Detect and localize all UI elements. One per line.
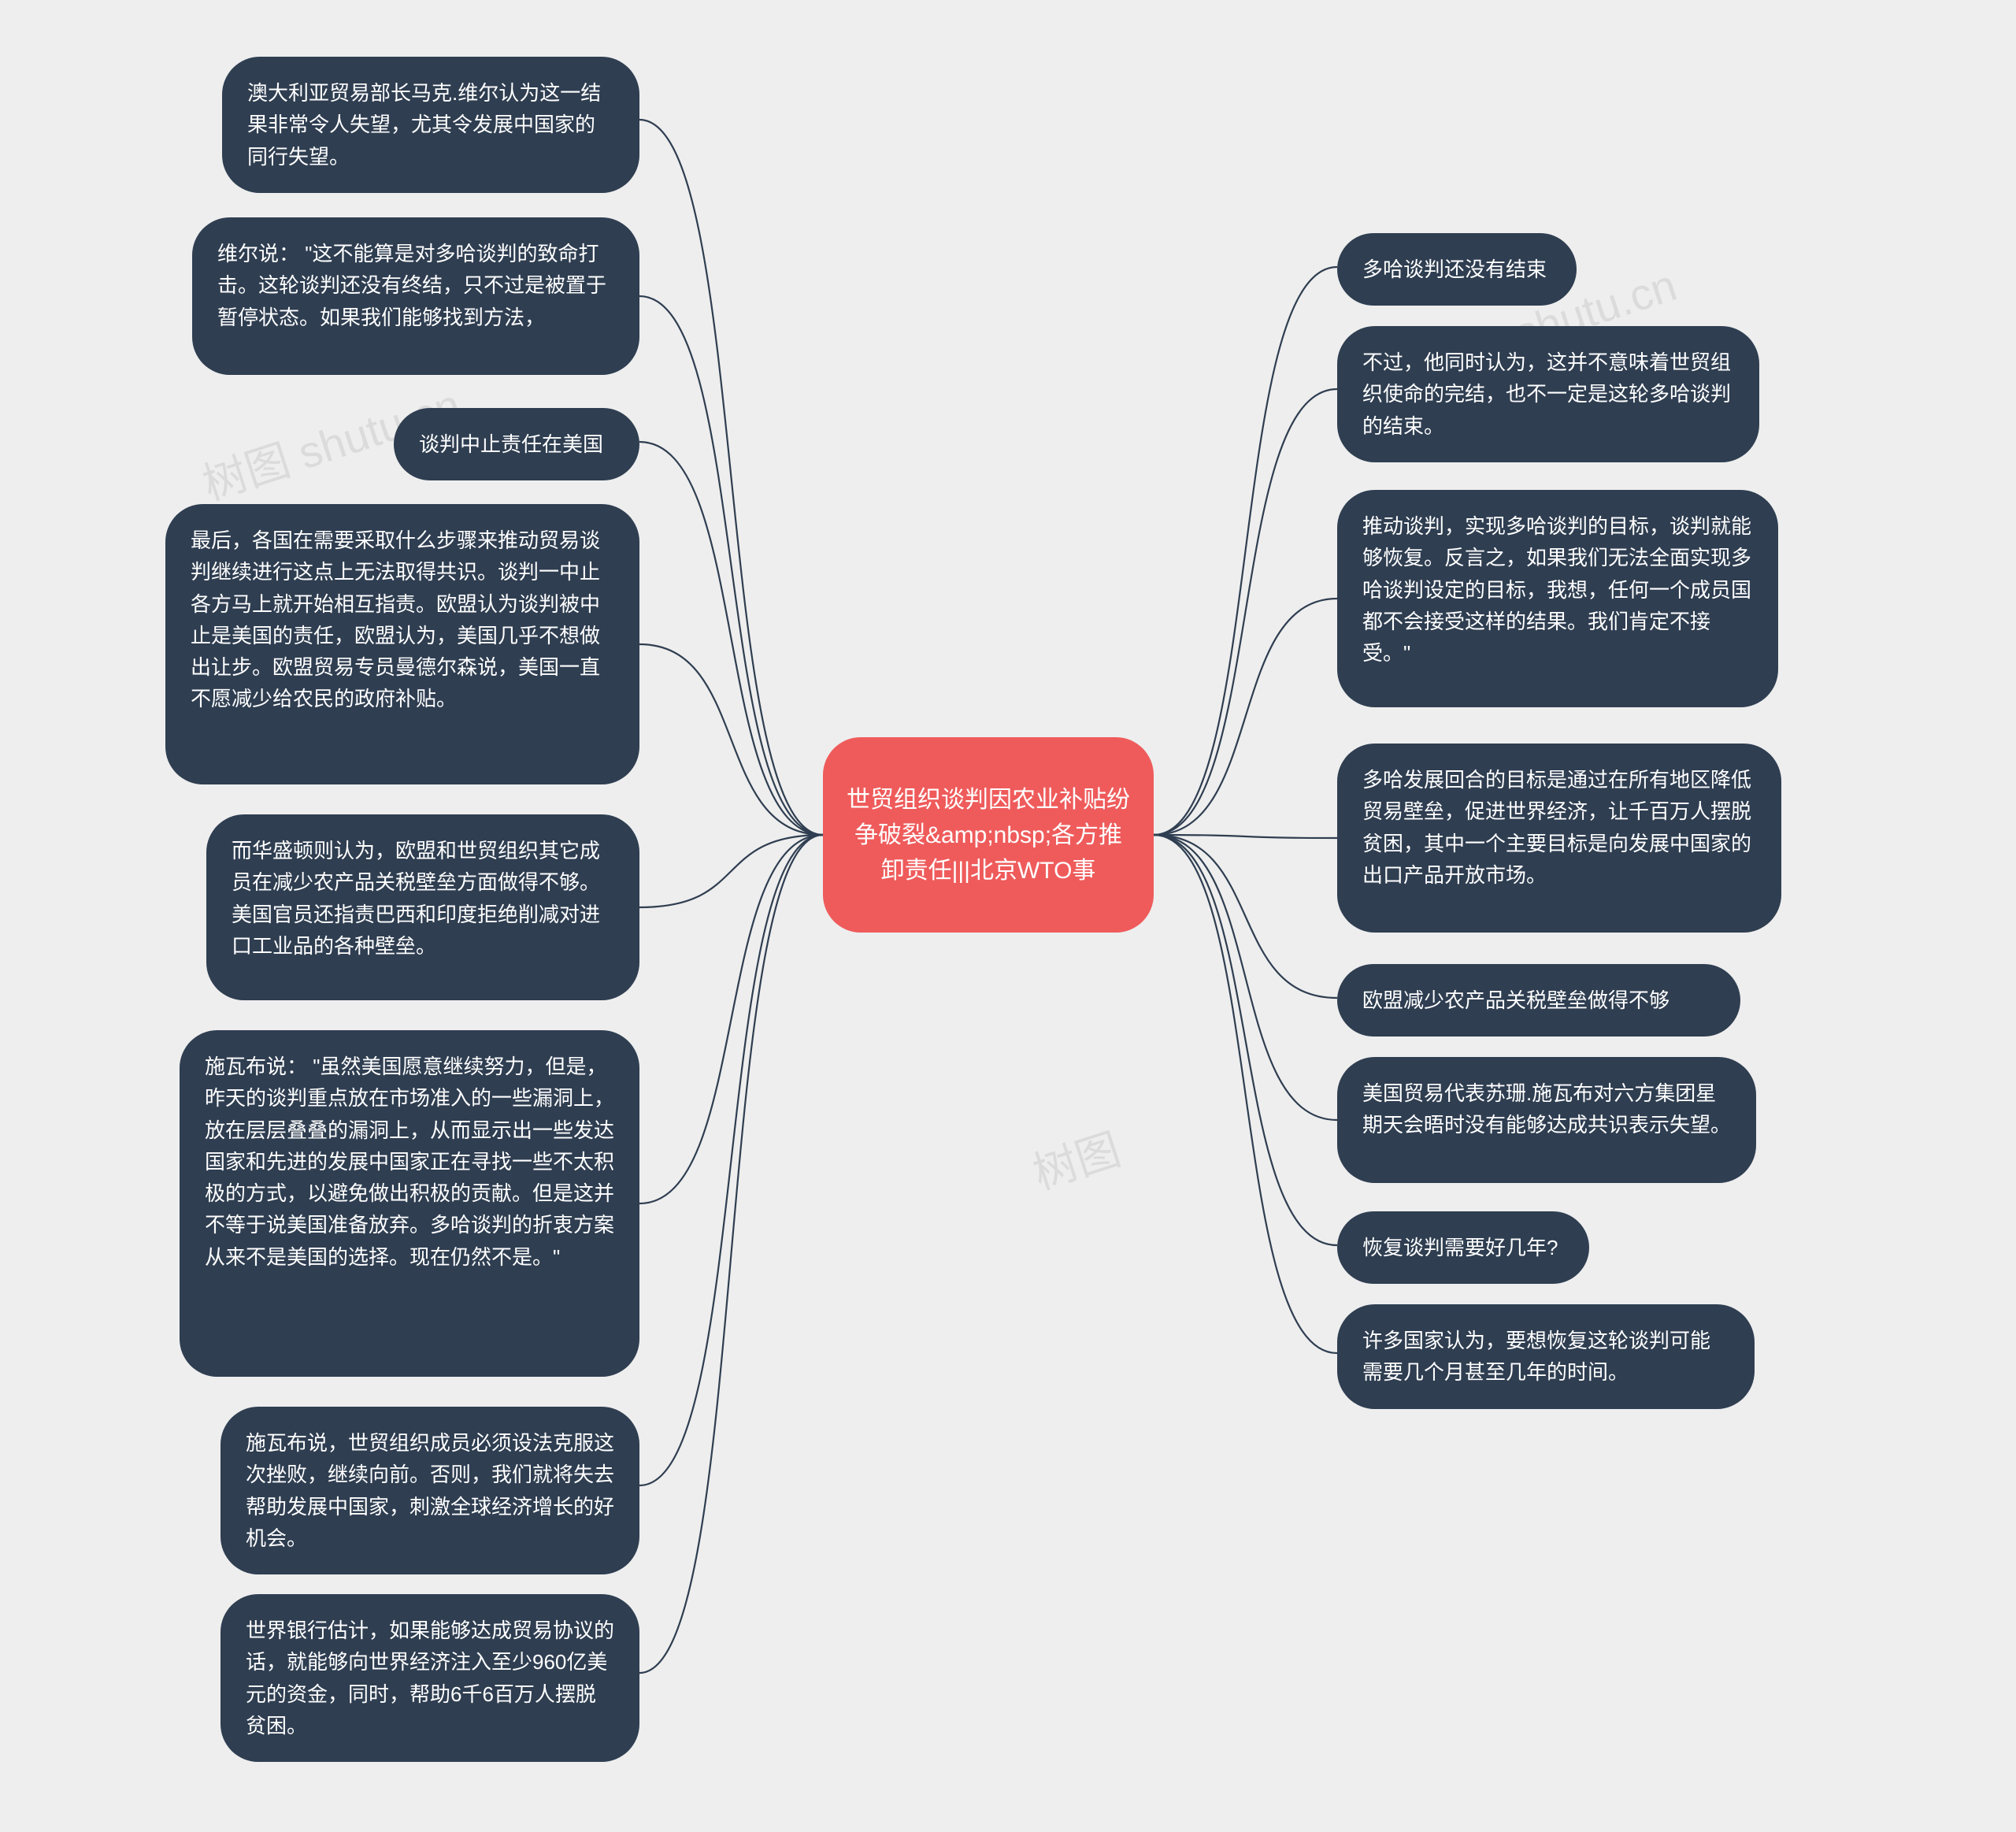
- branch-node: 澳大利亚贸易部长马克.维尔认为这一结果非常令人失望，尤其令发展中国家的同行失望。: [222, 57, 639, 193]
- branch-label: 维尔说： "这不能算是对多哈谈判的致命打击。这轮谈判还没有终结，只不过是被置于暂…: [217, 242, 606, 329]
- branch-label: 施瓦布说： "虽然美国愿意继续努力，但是，昨天的谈判重点放在市场准入的一些漏洞上…: [205, 1055, 614, 1269]
- branch-label: 而华盛顿则认为，欧盟和世贸组织其它成员在减少农产品关税壁垒方面做得不够。美国官员…: [232, 839, 600, 958]
- edge: [639, 644, 823, 835]
- edge: [639, 120, 823, 835]
- branch-node: 不过，他同时认为，这并不意味着世贸组织使命的完结，也不一定是这轮多哈谈判的结束。: [1337, 326, 1759, 462]
- edge: [1154, 835, 1337, 1353]
- branch-node: 多哈发展回合的目标是通过在所有地区降低贸易壁垒，促进世界经济，让千百万人摆脱贫困…: [1337, 744, 1781, 933]
- edge: [1154, 599, 1337, 835]
- branch-node: 恢复谈判需要好几年?: [1337, 1211, 1589, 1284]
- branch-label: 恢复谈判需要好几年?: [1362, 1236, 1558, 1259]
- edge: [639, 296, 823, 835]
- edge: [639, 835, 823, 1203]
- branch-node: 许多国家认为，要想恢复这轮谈判可能需要几个月甚至几年的时间。: [1337, 1304, 1755, 1409]
- branch-node: 谈判中止责任在美国: [394, 408, 639, 480]
- branch-label: 澳大利亚贸易部长马克.维尔认为这一结果非常令人失望，尤其令发展中国家的同行失望。: [247, 81, 601, 169]
- mindmap-canvas: 树图 shutu.cnshutu.cn树图shutu.cn世贸组织谈判因农业补贴…: [0, 0, 2016, 1832]
- branch-label: 谈判中止责任在美国: [419, 432, 603, 456]
- branch-node: 施瓦布说，世贸组织成员必须设法克服这次挫败，继续向前。否则，我们就将失去帮助发展…: [220, 1407, 639, 1574]
- branch-label: 推动谈判，实现多哈谈判的目标，谈判就能够恢复。反言之，如果我们无法全面实现多哈谈…: [1362, 514, 1751, 665]
- branch-label: 最后，各国在需要采取什么步骤来推动贸易谈判继续进行这点上无法取得共识。谈判一中止…: [191, 528, 600, 710]
- branch-node: 世界银行估计，如果能够达成贸易协议的话，就能够向世界经济注入至少960亿美元的资…: [220, 1594, 639, 1762]
- branch-node: 推动谈判，实现多哈谈判的目标，谈判就能够恢复。反言之，如果我们无法全面实现多哈谈…: [1337, 490, 1778, 707]
- branch-label: 美国贸易代表苏珊.施瓦布对六方集团星期天会晤时没有能够达成共识表示失望。: [1362, 1081, 1731, 1137]
- branch-label: 多哈谈判还没有结束: [1362, 258, 1547, 281]
- center-label: 世贸组织谈判因农业补贴纷争破裂&amp;nbsp;各方推卸责任|||北京WTO事: [847, 782, 1130, 888]
- edge: [639, 835, 823, 907]
- branch-node: 维尔说： "这不能算是对多哈谈判的致命打击。这轮谈判还没有终结，只不过是被置于暂…: [192, 217, 639, 375]
- edge: [1154, 835, 1337, 998]
- center-node: 世贸组织谈判因农业补贴纷争破裂&amp;nbsp;各方推卸责任|||北京WTO事: [823, 737, 1154, 933]
- edge: [1154, 389, 1337, 835]
- edge: [1154, 835, 1337, 1120]
- watermark: 树图: [1024, 1114, 1128, 1203]
- branch-node: 而华盛顿则认为，欧盟和世贸组织其它成员在减少农产品关税壁垒方面做得不够。美国官员…: [206, 814, 639, 1000]
- edge: [639, 442, 823, 835]
- edge: [639, 835, 823, 1485]
- edge: [639, 835, 823, 1673]
- branch-node: 欧盟减少农产品关税壁垒做得不够: [1337, 964, 1740, 1037]
- edge: [1154, 267, 1337, 835]
- branch-label: 施瓦布说，世贸组织成员必须设法克服这次挫败，继续向前。否则，我们就将失去帮助发展…: [246, 1431, 614, 1550]
- branch-label: 不过，他同时认为，这并不意味着世贸组织使命的完结，也不一定是这轮多哈谈判的结束。: [1362, 350, 1731, 438]
- branch-node: 多哈谈判还没有结束: [1337, 233, 1577, 306]
- branch-node: 施瓦布说： "虽然美国愿意继续努力，但是，昨天的谈判重点放在市场准入的一些漏洞上…: [180, 1030, 639, 1377]
- edge: [1154, 835, 1337, 1245]
- branch-label: 许多国家认为，要想恢复这轮谈判可能需要几个月甚至几年的时间。: [1362, 1329, 1710, 1384]
- branch-node: 最后，各国在需要采取什么步骤来推动贸易谈判继续进行这点上无法取得共识。谈判一中止…: [165, 504, 639, 784]
- branch-node: 美国贸易代表苏珊.施瓦布对六方集团星期天会晤时没有能够达成共识表示失望。: [1337, 1057, 1756, 1183]
- branch-label: 多哈发展回合的目标是通过在所有地区降低贸易壁垒，促进世界经济，让千百万人摆脱贫困…: [1362, 768, 1751, 887]
- branch-label: 欧盟减少农产品关税壁垒做得不够: [1362, 988, 1670, 1012]
- edge: [1154, 835, 1337, 838]
- branch-label: 世界银行估计，如果能够达成贸易协议的话，就能够向世界经济注入至少960亿美元的资…: [246, 1619, 614, 1737]
